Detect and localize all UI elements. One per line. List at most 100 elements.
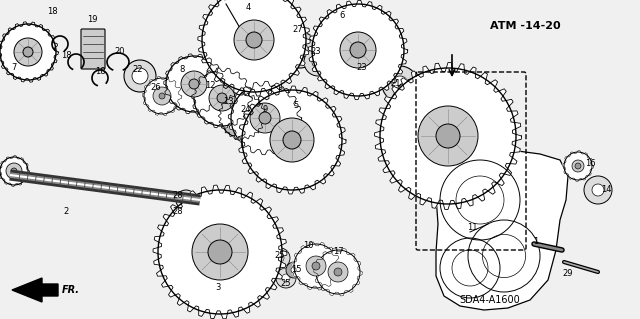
Circle shape xyxy=(259,112,271,124)
Circle shape xyxy=(283,131,301,149)
Text: SDA4-A1600: SDA4-A1600 xyxy=(460,295,520,305)
Circle shape xyxy=(217,93,227,103)
Circle shape xyxy=(202,0,306,92)
Circle shape xyxy=(382,66,418,102)
Circle shape xyxy=(176,190,196,210)
Polygon shape xyxy=(308,0,408,100)
Circle shape xyxy=(282,32,318,68)
Text: 24: 24 xyxy=(241,106,252,115)
Circle shape xyxy=(144,78,180,114)
Polygon shape xyxy=(374,63,522,210)
Text: 13: 13 xyxy=(223,98,234,107)
Circle shape xyxy=(158,190,282,314)
Circle shape xyxy=(208,240,232,264)
Text: 14: 14 xyxy=(601,186,611,195)
Circle shape xyxy=(312,4,404,96)
Circle shape xyxy=(166,56,222,112)
Text: 17: 17 xyxy=(333,248,343,256)
Circle shape xyxy=(334,268,342,276)
Circle shape xyxy=(181,71,207,97)
Circle shape xyxy=(564,152,592,180)
Circle shape xyxy=(406,92,430,116)
Circle shape xyxy=(250,103,280,133)
Circle shape xyxy=(282,274,290,282)
Circle shape xyxy=(0,24,56,80)
Text: 28: 28 xyxy=(173,207,183,217)
Circle shape xyxy=(350,42,366,58)
Text: 23: 23 xyxy=(310,48,321,56)
Polygon shape xyxy=(0,156,29,186)
Text: 7: 7 xyxy=(12,63,17,72)
Text: 26: 26 xyxy=(150,84,161,93)
Text: 12: 12 xyxy=(205,81,215,91)
Text: ATM -14-20: ATM -14-20 xyxy=(490,21,561,31)
Polygon shape xyxy=(153,185,287,319)
Text: 20: 20 xyxy=(115,48,125,56)
Polygon shape xyxy=(314,248,362,296)
Circle shape xyxy=(306,256,326,276)
Text: 25: 25 xyxy=(281,279,291,288)
Text: 18: 18 xyxy=(47,8,58,17)
Text: 27: 27 xyxy=(292,26,303,34)
Circle shape xyxy=(11,168,17,174)
Polygon shape xyxy=(228,81,301,155)
Text: 22: 22 xyxy=(132,65,143,75)
Text: 15: 15 xyxy=(291,265,301,275)
Circle shape xyxy=(340,32,376,68)
Circle shape xyxy=(192,224,248,280)
Circle shape xyxy=(291,267,297,273)
Circle shape xyxy=(392,78,444,130)
Polygon shape xyxy=(164,54,224,114)
Circle shape xyxy=(0,157,28,185)
Circle shape xyxy=(292,42,308,58)
Circle shape xyxy=(250,123,260,133)
Circle shape xyxy=(231,84,299,152)
Circle shape xyxy=(124,60,156,92)
Text: 21: 21 xyxy=(391,79,401,88)
Text: 5: 5 xyxy=(293,101,299,110)
Polygon shape xyxy=(12,278,58,302)
Circle shape xyxy=(328,262,348,282)
Text: 19: 19 xyxy=(87,16,97,25)
Circle shape xyxy=(312,56,324,68)
Circle shape xyxy=(584,176,612,204)
Circle shape xyxy=(246,32,262,48)
Polygon shape xyxy=(0,22,58,82)
Polygon shape xyxy=(563,151,593,182)
Text: FR.: FR. xyxy=(62,285,80,295)
Text: 10: 10 xyxy=(303,241,313,250)
Text: 29: 29 xyxy=(563,270,573,278)
Circle shape xyxy=(234,20,274,60)
Circle shape xyxy=(153,87,171,105)
Circle shape xyxy=(270,118,314,162)
Polygon shape xyxy=(436,148,568,310)
Circle shape xyxy=(575,163,581,169)
Circle shape xyxy=(159,93,165,99)
Circle shape xyxy=(592,184,604,196)
Text: 8: 8 xyxy=(179,65,185,75)
Text: 16: 16 xyxy=(585,160,595,168)
Text: 2: 2 xyxy=(63,207,68,217)
Circle shape xyxy=(286,262,302,278)
FancyBboxPatch shape xyxy=(81,29,105,69)
Circle shape xyxy=(243,116,267,140)
Text: 25: 25 xyxy=(275,251,285,261)
Circle shape xyxy=(242,90,342,190)
Circle shape xyxy=(294,244,338,288)
Circle shape xyxy=(182,196,190,204)
Text: 28: 28 xyxy=(173,191,183,201)
Text: 6: 6 xyxy=(339,11,345,20)
Circle shape xyxy=(436,124,460,148)
Circle shape xyxy=(572,160,584,172)
Text: 3: 3 xyxy=(215,284,221,293)
Circle shape xyxy=(340,58,372,90)
Circle shape xyxy=(14,38,42,66)
Polygon shape xyxy=(192,68,252,128)
Circle shape xyxy=(189,79,199,89)
Polygon shape xyxy=(198,0,310,96)
Circle shape xyxy=(316,250,360,294)
Circle shape xyxy=(23,47,33,57)
Circle shape xyxy=(304,48,332,76)
Circle shape xyxy=(312,262,320,270)
Text: 1: 1 xyxy=(533,238,539,247)
